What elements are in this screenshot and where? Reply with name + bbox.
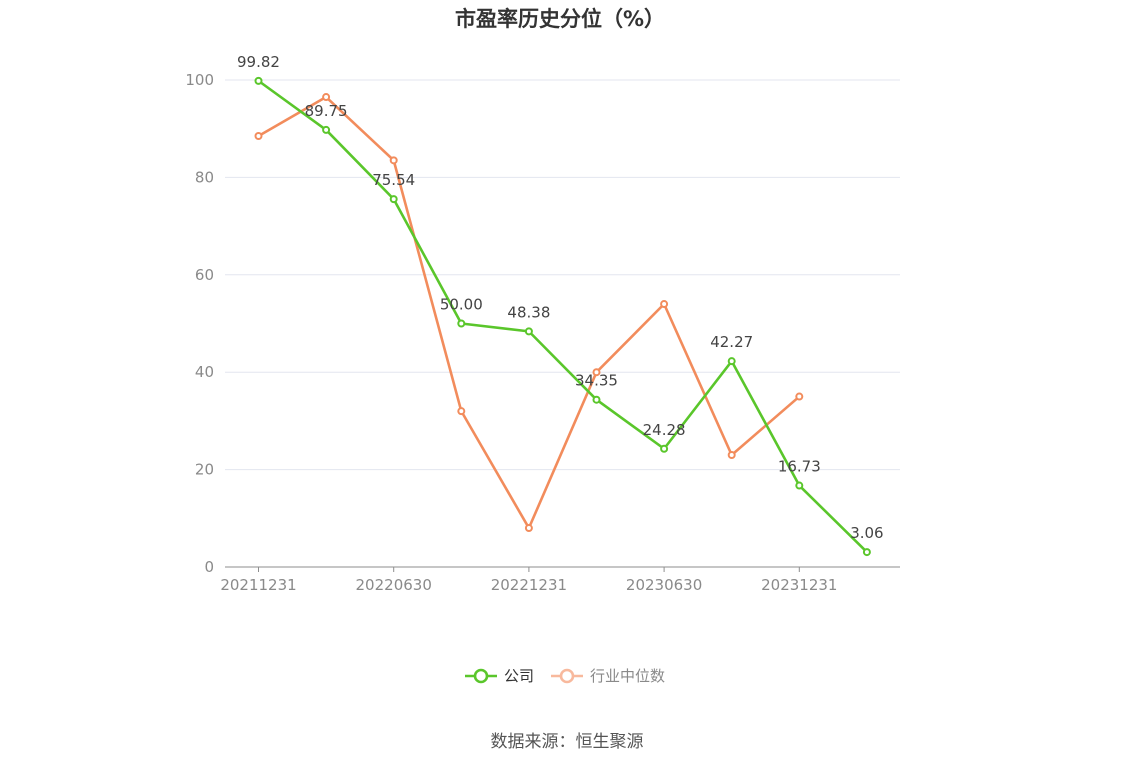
- data-point-industry-median: [389, 156, 398, 165]
- data-point-industry-median: [727, 450, 736, 459]
- data-point-industry-median: [795, 392, 804, 401]
- legend-item-company[interactable]: 公司: [465, 667, 534, 685]
- data-point-company: [660, 444, 669, 453]
- grid-lines: [225, 79, 900, 471]
- legend-label: 公司: [504, 667, 534, 685]
- data-point-industry-median: [322, 93, 331, 102]
- source-note: 数据来源：恒生聚源: [491, 732, 644, 752]
- y-tick-label: 0: [204, 558, 214, 576]
- data-label: 16.73: [778, 458, 821, 476]
- data-point-company: [592, 395, 601, 404]
- data-point-company: [254, 76, 263, 85]
- data-point-industry-median: [524, 524, 533, 533]
- legend-marker: [559, 668, 575, 684]
- data-point-company: [727, 357, 736, 366]
- data-point-industry-median: [660, 300, 669, 309]
- data-point-company: [795, 481, 804, 490]
- series-line-company: [257, 79, 868, 554]
- data-label: 89.75: [305, 102, 348, 120]
- data-point-industry-median: [457, 407, 466, 416]
- y-axis-ticks: 0 20 40 60 80 100: [185, 71, 214, 576]
- x-tick-label: 20231231: [761, 576, 837, 594]
- data-label: 24.28: [643, 421, 686, 439]
- legend[interactable]: 公司 行业中位数: [465, 667, 665, 685]
- x-tick-label: 20211231: [220, 576, 296, 594]
- data-label: 3.06: [850, 524, 883, 542]
- data-point-industry-median: [592, 368, 601, 377]
- chart-title: 市盈率历史分位（%）: [455, 7, 665, 31]
- legend-marker: [473, 668, 489, 684]
- y-tick-label: 80: [195, 168, 214, 186]
- y-tick-label: 60: [195, 266, 214, 284]
- data-label: 75.54: [372, 171, 415, 189]
- data-point-company: [862, 548, 871, 557]
- data-label: 34.35: [575, 372, 618, 390]
- legend-label: 行业中位数: [590, 667, 665, 685]
- y-tick-label: 20: [195, 461, 214, 479]
- data-point-company: [524, 327, 533, 336]
- x-tick-label: 20230630: [626, 576, 702, 594]
- data-point-company: [322, 125, 331, 134]
- x-tick-label: 20220630: [356, 576, 432, 594]
- data-label: 48.38: [507, 303, 550, 321]
- data-point-company: [389, 195, 398, 204]
- y-tick-label: 40: [195, 363, 214, 381]
- x-tick-label: 20221231: [491, 576, 567, 594]
- x-axis-ticks: 20211231 20220630 20221231 20230630 20231231: [220, 567, 837, 594]
- series-lines: 99.82 89.75 75.54 50.00 48.38 34.35 24.28 42.27…: [237, 53, 884, 557]
- data-label: 99.82: [237, 53, 280, 71]
- legend-item-industry-median[interactable]: 行业中位数: [551, 667, 665, 685]
- y-tick-label: 100: [185, 71, 214, 89]
- data-label: 50.00: [440, 296, 483, 314]
- data-point-industry-median: [254, 132, 263, 141]
- data-point-company: [457, 319, 466, 328]
- data-label: 42.27: [710, 333, 753, 351]
